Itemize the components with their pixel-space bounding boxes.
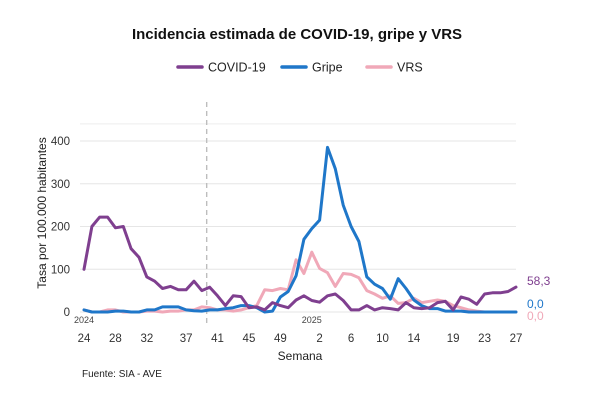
y-tick-label: 100 (51, 264, 70, 276)
y-tick-label: 300 (51, 179, 70, 191)
y-tick-label: 200 (51, 222, 70, 234)
x-tick-label: 45 (243, 333, 256, 345)
x-tick-label: 23 (478, 333, 491, 345)
legend-label: Gripe (312, 61, 343, 75)
x-tick-label: 2 (316, 333, 322, 345)
legend-label: VRS (397, 61, 423, 75)
x-tick-label: 49 (274, 333, 287, 345)
x-tick-label: 10 (376, 333, 389, 345)
year-label: 2024 (74, 315, 94, 325)
end-label-gripe: 0,0 (527, 297, 544, 311)
source-note: Fuente: SIA - AVE (82, 369, 162, 380)
year-labels: 2024 2025 (74, 315, 322, 325)
x-tick-label: 41 (211, 333, 224, 345)
series-line-covid-19 (82, 215, 518, 312)
x-tick-label: 32 (140, 333, 153, 345)
x-tick-label: 6 (348, 333, 354, 345)
legend: COVID-19 Gripe VRS (176, 61, 423, 75)
y-axis-ticks: 0 100 200 300 400 (51, 136, 70, 319)
y-tick-label: 0 (64, 307, 70, 319)
legend-label: COVID-19 (208, 61, 266, 75)
x-tick-label: 28 (109, 333, 122, 345)
series-line-gripe (82, 145, 518, 314)
x-tick-label: 19 (447, 333, 460, 345)
x-axis-label: Semana (278, 349, 323, 363)
year-label: 2025 (302, 315, 322, 325)
x-tick-label: 27 (510, 333, 523, 345)
end-label-vrs: 0,0 (527, 309, 544, 323)
y-axis-label: Tasa por 100.000 habitantes (35, 137, 49, 288)
grid (80, 123, 516, 313)
x-tick-label: 37 (180, 333, 193, 345)
y-tick-label: 400 (51, 136, 70, 148)
end-label-covid-19: 58,3 (527, 274, 551, 288)
x-axis-ticks: 24 28 32 37 41 45 49 2 6 10 14 19 23 27 (78, 333, 523, 345)
end-labels: 58,3 0,00,0 (527, 274, 551, 323)
x-tick-label: 24 (78, 333, 91, 345)
chart-title: Incidencia estimada de COVID-19, gripe y… (132, 26, 462, 43)
x-tick-label: 14 (407, 333, 420, 345)
series-lines (82, 145, 518, 314)
